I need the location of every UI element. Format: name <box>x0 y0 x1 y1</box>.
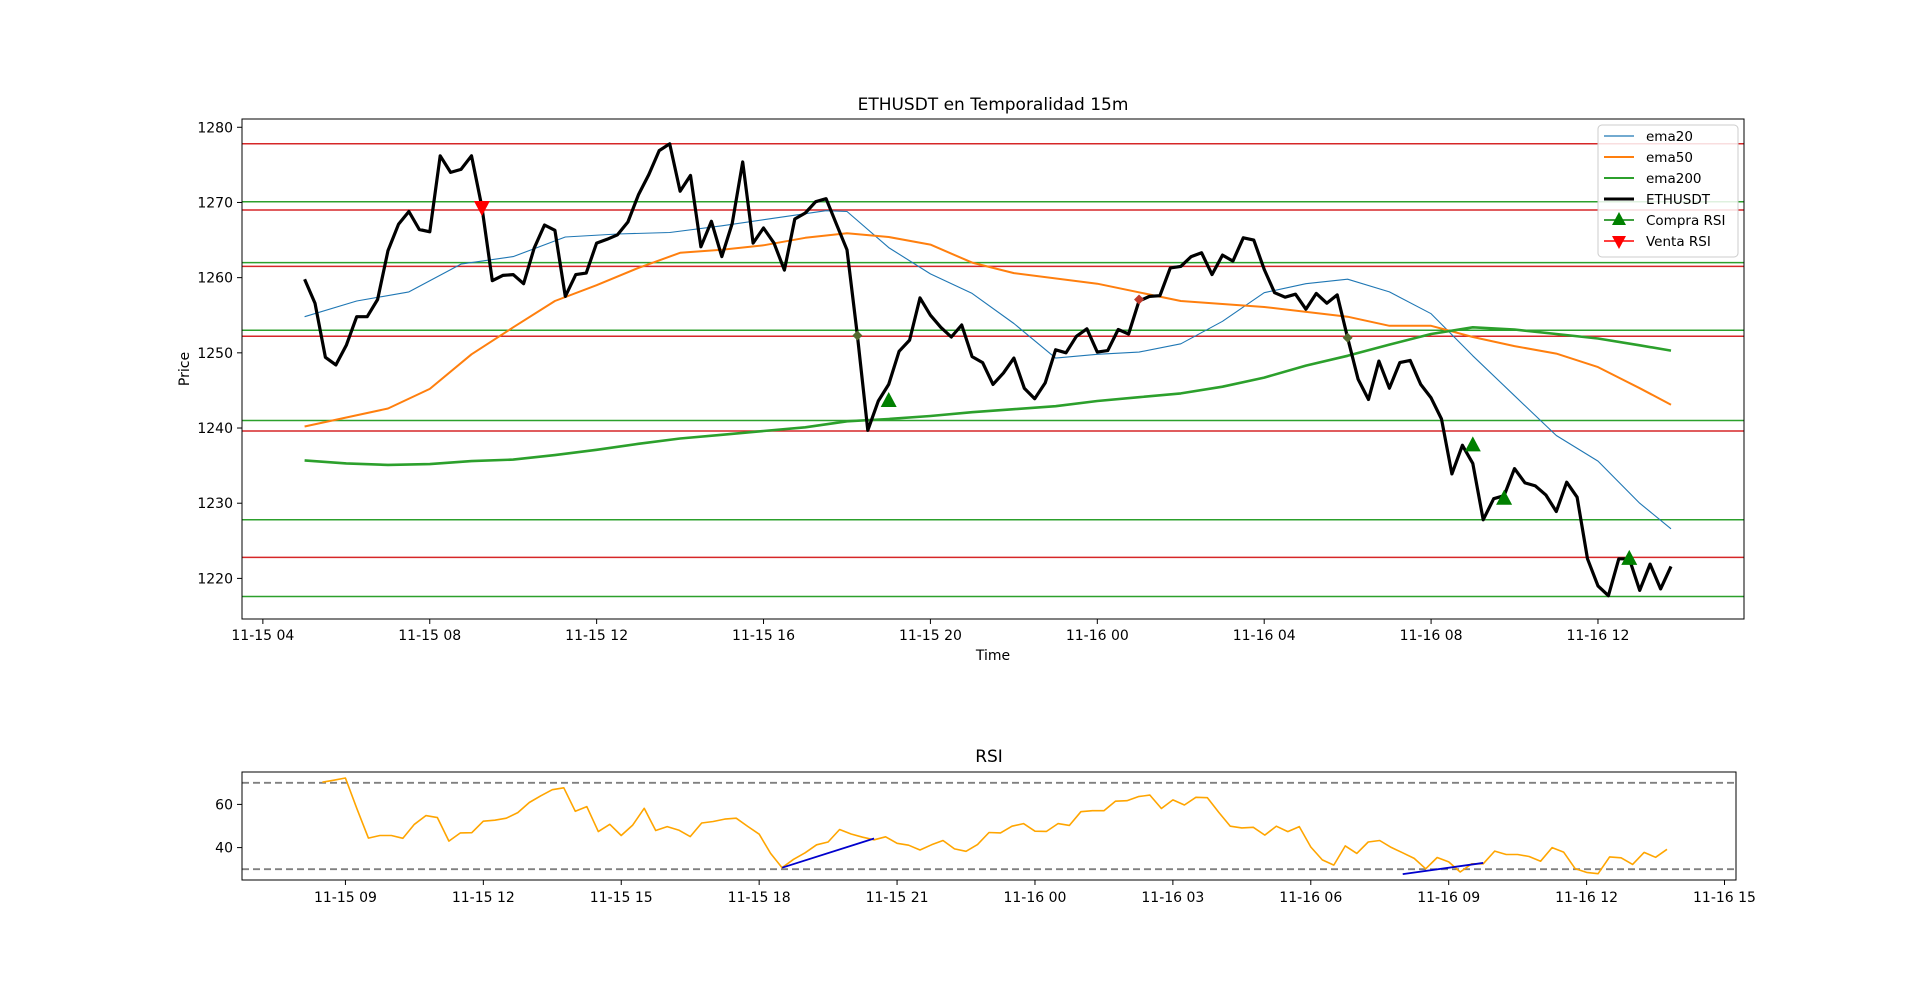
buy-signal-marker-1 <box>1464 436 1481 452</box>
price-y-tick-label: 1220 <box>197 571 233 587</box>
price-level-lines <box>242 143 1744 598</box>
price-chart: ETHUSDT en Temporalidad 15m 11-15 04 11-1… <box>177 95 1745 664</box>
legend-label: ema20 <box>1646 129 1693 145</box>
legend-entry-ethusdt: ETHUSDT <box>1604 192 1711 208</box>
series-line-ethusdt <box>303 142 1673 598</box>
price-y-tick-label: 1280 <box>197 120 233 136</box>
legend-entry-ema20: ema20 <box>1604 129 1693 145</box>
price-x-axis-label: Time <box>975 648 1010 664</box>
rsi-x-tick-label: 11-16 00 <box>1003 890 1066 906</box>
divergence-line-0 <box>781 837 875 869</box>
rsi-series-line <box>322 777 1668 875</box>
price-x-tick-label: 11-15 04 <box>231 628 294 644</box>
series-line-ema20 <box>304 210 1672 530</box>
price-x-tick-label: 11-15 16 <box>732 628 795 644</box>
rsi-x-ticks: 11-15 09 11-15 12 11-15 15 11-15 18 11-15 21… <box>314 880 1756 906</box>
rsi-divergence-lines <box>781 837 1484 876</box>
legend-marker <box>1612 212 1626 225</box>
crossover-marker-2 <box>1342 332 1353 343</box>
price-y-tick-label: 1240 <box>197 421 233 437</box>
legend-entry-ema50: ema50 <box>1604 150 1693 166</box>
legend-label: ema200 <box>1646 171 1702 187</box>
sell-signal-marker-0 <box>473 200 490 216</box>
crossover-marker-1 <box>1134 294 1145 305</box>
price-y-tick-label: 1270 <box>197 195 233 211</box>
price-y-axis-label: Price <box>177 352 193 386</box>
buy-signal-marker-3 <box>1621 549 1638 565</box>
rsi-x-tick-label: 11-16 06 <box>1279 890 1342 906</box>
crossover-marker-0 <box>852 330 863 341</box>
price-y-tick-label: 1230 <box>197 496 233 512</box>
rsi-x-tick-label: 11-15 15 <box>590 890 653 906</box>
rsi-x-tick-label: 11-15 09 <box>314 890 377 906</box>
price-x-tick-label: 11-16 08 <box>1400 628 1463 644</box>
legend-entries: ema20 ema50 ema200 ETHUSDT Compra RSI Venta R… <box>1604 129 1725 250</box>
rsi-x-tick-label: 11-16 03 <box>1141 890 1204 906</box>
series-line-ema50 <box>304 232 1672 428</box>
legend-label: ETHUSDT <box>1646 192 1711 208</box>
rsi-x-tick-label: 11-15 12 <box>452 890 515 906</box>
price-x-ticks: 11-15 04 11-15 08 11-15 12 11-15 16 11-15 20… <box>231 619 1629 644</box>
rsi-axes-frame <box>241 771 1737 881</box>
price-chart-title: ETHUSDT en Temporalidad 15m <box>858 95 1129 115</box>
rsi-y-tick-label: 40 <box>215 841 233 857</box>
rsi-chart: RSI 11-15 09 11-15 12 11-15 15 11-15 18 11-1… <box>215 747 1756 906</box>
rsi-y-ticks: 40 60 <box>215 797 242 857</box>
legend: ema20 ema50 ema200 ETHUSDT Compra RSI Venta R… <box>1597 124 1739 258</box>
price-series-lines <box>303 142 1673 598</box>
price-y-tick-label: 1260 <box>197 271 233 287</box>
rsi-chart-title: RSI <box>975 747 1003 767</box>
rsi-x-tick-label: 11-15 21 <box>866 890 929 906</box>
price-x-tick-label: 11-16 12 <box>1566 628 1629 644</box>
rsi-threshold-lines <box>242 781 1736 871</box>
price-x-tick-label: 11-15 20 <box>899 628 962 644</box>
legend-label: ema50 <box>1646 150 1693 166</box>
rsi-x-tick-label: 11-16 12 <box>1555 890 1618 906</box>
buy-signal-marker-2 <box>1496 489 1513 505</box>
legend-label: Compra RSI <box>1646 213 1725 229</box>
price-x-tick-label: 11-15 12 <box>565 628 628 644</box>
legend-marker <box>1612 236 1626 249</box>
price-x-tick-label: 11-15 08 <box>398 628 461 644</box>
divergence-line-1 <box>1402 862 1484 876</box>
legend-entry-venta-rsi: Venta RSI <box>1604 234 1711 250</box>
price-y-ticks: 1220 1230 1240 1250 1260 1270 1280 <box>197 120 242 587</box>
legend-label: Venta RSI <box>1646 234 1711 250</box>
rsi-x-tick-label: 11-15 18 <box>728 890 791 906</box>
rsi-line <box>322 777 1668 875</box>
price-x-tick-label: 11-16 00 <box>1066 628 1129 644</box>
rsi-y-tick-label: 60 <box>215 797 233 813</box>
price-y-tick-label: 1250 <box>197 346 233 362</box>
buy-signal-marker-0 <box>880 391 897 407</box>
price-axes-frame <box>241 118 1745 620</box>
rsi-x-tick-label: 11-16 15 <box>1693 890 1756 906</box>
signal-markers <box>473 200 1638 565</box>
rsi-x-tick-label: 11-16 09 <box>1417 890 1480 906</box>
legend-entry-ema200: ema200 <box>1604 171 1702 187</box>
legend-entry-compra-rsi: Compra RSI <box>1604 212 1725 229</box>
price-x-tick-label: 11-16 04 <box>1233 628 1296 644</box>
series-line-ema200 <box>304 325 1672 467</box>
